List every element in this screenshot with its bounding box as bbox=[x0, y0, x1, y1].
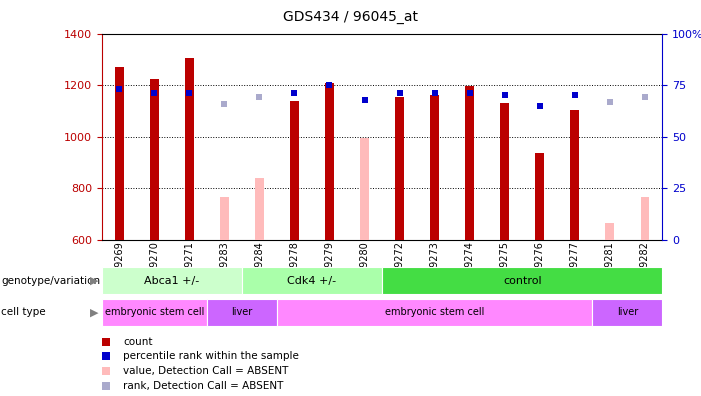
Bar bbox=[395, 97, 404, 240]
Text: embryonic stem cell: embryonic stem cell bbox=[385, 307, 484, 318]
Bar bbox=[242, 267, 382, 295]
Text: Cdk4 +/-: Cdk4 +/- bbox=[287, 276, 336, 286]
Bar bbox=[277, 299, 592, 326]
Bar bbox=[325, 82, 334, 240]
Bar bbox=[606, 223, 614, 240]
Text: liver: liver bbox=[617, 307, 638, 318]
Bar bbox=[150, 79, 158, 240]
Bar bbox=[115, 67, 123, 240]
Bar bbox=[220, 197, 229, 240]
Bar bbox=[571, 110, 579, 240]
Text: liver: liver bbox=[231, 307, 252, 318]
Text: Abca1 +/-: Abca1 +/- bbox=[144, 276, 199, 286]
Bar bbox=[290, 101, 299, 240]
Bar bbox=[185, 58, 193, 240]
Bar bbox=[430, 95, 439, 240]
Text: GDS434 / 96045_at: GDS434 / 96045_at bbox=[283, 10, 418, 24]
Text: control: control bbox=[503, 276, 542, 286]
Bar bbox=[382, 267, 662, 295]
Bar bbox=[255, 178, 264, 240]
Bar bbox=[501, 103, 509, 240]
Bar bbox=[465, 86, 474, 240]
Bar bbox=[592, 299, 662, 326]
Text: ▶: ▶ bbox=[90, 276, 99, 286]
Text: cell type: cell type bbox=[1, 307, 46, 318]
Bar bbox=[536, 153, 544, 240]
Text: embryonic stem cell: embryonic stem cell bbox=[104, 307, 204, 318]
Text: rank, Detection Call = ABSENT: rank, Detection Call = ABSENT bbox=[123, 381, 284, 391]
Bar bbox=[641, 197, 649, 240]
Bar bbox=[360, 138, 369, 240]
Text: genotype/variation: genotype/variation bbox=[1, 276, 100, 286]
Text: count: count bbox=[123, 337, 153, 347]
Text: percentile rank within the sample: percentile rank within the sample bbox=[123, 351, 299, 362]
Bar bbox=[207, 299, 277, 326]
Text: ▶: ▶ bbox=[90, 307, 99, 318]
Bar bbox=[102, 299, 207, 326]
Text: value, Detection Call = ABSENT: value, Detection Call = ABSENT bbox=[123, 366, 289, 376]
Bar bbox=[102, 267, 242, 295]
